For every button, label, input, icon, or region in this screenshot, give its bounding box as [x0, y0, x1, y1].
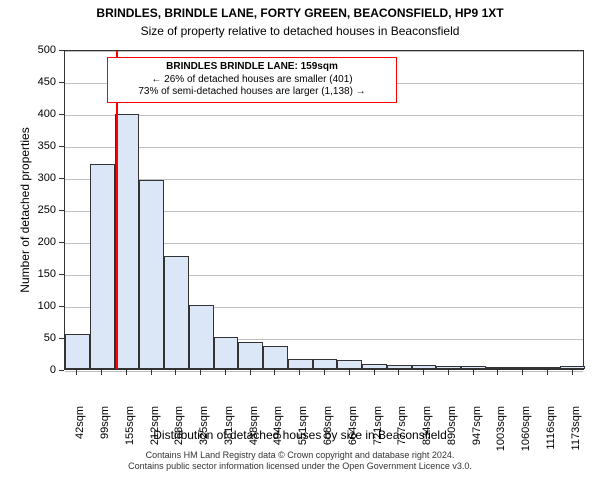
- y-tick-label: 50: [0, 332, 56, 344]
- y-tick-mark: [59, 50, 64, 51]
- y-tick-label: 400: [0, 108, 56, 120]
- chart-title: BRINDLES, BRINDLE LANE, FORTY GREEN, BEA…: [0, 6, 600, 20]
- plot-area: BRINDLES BRINDLE LANE: 159sqm← 26% of de…: [64, 50, 584, 370]
- histogram-bar: [511, 367, 536, 369]
- chart-container: BRINDLES, BRINDLE LANE, FORTY GREEN, BEA…: [0, 0, 600, 500]
- y-tick-mark: [59, 370, 64, 371]
- histogram-bar: [313, 359, 338, 369]
- chart-subtitle: Size of property relative to detached ho…: [0, 24, 600, 38]
- x-tick-mark: [572, 370, 573, 375]
- x-tick-mark: [547, 370, 548, 375]
- y-tick-mark: [59, 210, 64, 211]
- y-tick-mark: [59, 82, 64, 83]
- histogram-bar: [535, 367, 560, 369]
- x-tick-mark: [398, 370, 399, 375]
- footer-line-2: Contains public sector information licen…: [0, 461, 600, 472]
- x-tick-mark: [473, 370, 474, 375]
- x-tick-mark: [497, 370, 498, 375]
- histogram-bar: [214, 337, 239, 369]
- histogram-bar: [337, 360, 362, 369]
- y-tick-label: 200: [0, 236, 56, 248]
- gridline: [65, 115, 583, 116]
- y-tick-label: 300: [0, 172, 56, 184]
- histogram-bar: [139, 180, 164, 369]
- footer-attribution: Contains HM Land Registry data © Crown c…: [0, 450, 600, 473]
- x-tick-mark: [274, 370, 275, 375]
- x-tick-mark: [175, 370, 176, 375]
- histogram-bar: [164, 256, 189, 369]
- gridline: [65, 147, 583, 148]
- x-tick-mark: [76, 370, 77, 375]
- histogram-bar: [263, 346, 288, 369]
- annotation-box: BRINDLES BRINDLE LANE: 159sqm← 26% of de…: [107, 57, 397, 103]
- x-tick-mark: [126, 370, 127, 375]
- histogram-bar: [436, 366, 461, 369]
- y-tick-mark: [59, 146, 64, 147]
- histogram-bar: [238, 342, 263, 369]
- x-tick-mark: [200, 370, 201, 375]
- x-tick-mark: [374, 370, 375, 375]
- y-tick-mark: [59, 242, 64, 243]
- x-tick-mark: [423, 370, 424, 375]
- y-tick-mark: [59, 178, 64, 179]
- y-tick-mark: [59, 274, 64, 275]
- histogram-bar: [189, 305, 214, 369]
- x-tick-mark: [225, 370, 226, 375]
- y-tick-label: 100: [0, 300, 56, 312]
- histogram-bar: [387, 365, 412, 369]
- histogram-bar: [65, 334, 90, 369]
- x-tick-mark: [250, 370, 251, 375]
- y-tick-mark: [59, 306, 64, 307]
- x-tick-mark: [349, 370, 350, 375]
- footer-line-1: Contains HM Land Registry data © Crown c…: [0, 450, 600, 461]
- x-tick-mark: [324, 370, 325, 375]
- y-tick-label: 0: [0, 364, 56, 376]
- x-tick-mark: [522, 370, 523, 375]
- annotation-line-1: ← 26% of detached houses are smaller (40…: [114, 74, 390, 87]
- annotation-title: BRINDLES BRINDLE LANE: 159sqm: [114, 61, 390, 74]
- y-tick-label: 500: [0, 44, 56, 56]
- x-tick-mark: [101, 370, 102, 375]
- histogram-bar: [486, 367, 511, 369]
- histogram-bar: [461, 366, 486, 369]
- histogram-bar: [288, 359, 313, 369]
- y-tick-label: 250: [0, 204, 56, 216]
- x-axis-label: Distribution of detached houses by size …: [0, 428, 600, 442]
- histogram-bar: [412, 365, 437, 369]
- x-tick-mark: [448, 370, 449, 375]
- x-tick-mark: [151, 370, 152, 375]
- y-tick-mark: [59, 338, 64, 339]
- histogram-bar: [362, 364, 387, 369]
- gridline: [65, 51, 583, 52]
- histogram-bar: [90, 164, 115, 369]
- annotation-line-2: 73% of semi-detached houses are larger (…: [114, 86, 390, 99]
- y-tick-label: 350: [0, 140, 56, 152]
- histogram-bar: [560, 366, 585, 369]
- y-tick-label: 150: [0, 268, 56, 280]
- y-tick-label: 450: [0, 76, 56, 88]
- y-tick-mark: [59, 114, 64, 115]
- x-tick-mark: [299, 370, 300, 375]
